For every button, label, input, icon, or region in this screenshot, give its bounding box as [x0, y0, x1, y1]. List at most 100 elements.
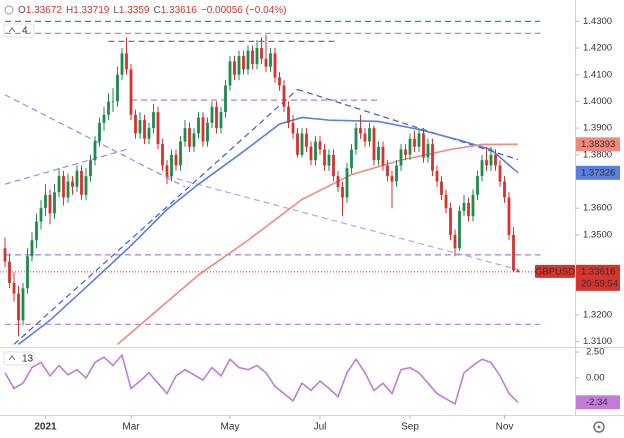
candle-body — [75, 170, 79, 187]
trend-line — [297, 88, 519, 161]
settings-icon[interactable] — [593, 421, 605, 433]
candle-body — [273, 53, 277, 78]
candle-body — [125, 53, 128, 70]
oscillator-label: 13 — [22, 354, 34, 365]
candle-body — [345, 168, 349, 198]
candle-body — [201, 117, 205, 142]
candle-body — [516, 270, 520, 272]
candle-body — [453, 234, 457, 249]
candle-body — [12, 282, 16, 294]
candle-body — [120, 53, 124, 75]
candle-body — [323, 149, 326, 166]
candle-body — [179, 141, 182, 166]
candle-body — [278, 77, 281, 86]
candle-body — [156, 112, 160, 145]
candle-body — [296, 133, 299, 155]
candle-body — [102, 114, 106, 123]
candle-body — [260, 48, 263, 59]
candle-body — [71, 181, 74, 187]
candle-body — [386, 165, 389, 177]
collapse-icon[interactable] — [8, 355, 16, 361]
y-tick-label: 1.4000 — [583, 96, 612, 107]
y-tick-label: 1.3100 — [583, 336, 612, 347]
candle-body — [426, 144, 430, 158]
candle-body — [372, 128, 376, 161]
change-value: −0.00056 (−0.04%) — [201, 5, 287, 16]
candle-body — [237, 56, 241, 75]
ohlc-value: 1.33616 — [161, 5, 198, 16]
y-tick-label: 1.4300 — [583, 16, 612, 27]
pane-legend-box[interactable] — [3, 23, 35, 38]
candle-body — [264, 58, 268, 67]
ohlc-key: O — [18, 5, 26, 16]
candle-body — [462, 202, 466, 211]
ohlc-value: 1.3359 — [119, 5, 150, 16]
candle-body — [471, 194, 475, 217]
trend-line — [166, 175, 519, 271]
candle-body — [359, 128, 362, 134]
axis-value-box — [576, 137, 620, 152]
candle-body — [251, 50, 254, 65]
candle-body — [269, 53, 272, 67]
candle-body — [129, 69, 133, 115]
candle-body — [197, 117, 200, 134]
oscillator-line — [4, 353, 519, 406]
candle-body — [206, 122, 209, 142]
candle-body — [390, 176, 394, 182]
symbol-icon[interactable] — [4, 5, 14, 15]
last-price-label: 1.33616 — [581, 266, 615, 277]
candle-body — [480, 160, 484, 177]
candle-body — [224, 85, 227, 113]
x-tick-label: Sep — [401, 422, 419, 433]
x-tick-label: May — [221, 422, 240, 433]
x-tick-label: Mar — [122, 422, 140, 433]
candle-body — [404, 149, 407, 155]
oscillator-legend-box[interactable] — [3, 351, 35, 366]
candle-body — [377, 146, 380, 161]
ohlc-value: 1.33719 — [73, 5, 110, 16]
candle-body — [399, 149, 403, 166]
candle-body — [161, 144, 164, 166]
candle-body — [219, 112, 223, 129]
candle-body — [233, 61, 236, 75]
candle-body — [215, 106, 218, 129]
candle-body — [147, 128, 151, 139]
candle-body — [66, 181, 70, 198]
candle-body — [318, 141, 322, 150]
candle-body — [170, 154, 173, 177]
candle-body — [305, 133, 308, 147]
x-tick-label: Nov — [496, 422, 514, 433]
pane-label: 4 — [22, 26, 28, 37]
ohlc-key: C — [153, 5, 160, 16]
candle-body — [174, 154, 178, 166]
candle-body — [44, 194, 47, 209]
candle-body — [228, 61, 232, 86]
moving-average — [116, 143, 519, 345]
candle-body — [138, 120, 142, 134]
candle-body — [39, 208, 43, 222]
candle-body — [183, 128, 187, 142]
collapse-icon[interactable] — [8, 27, 16, 33]
trend-line — [13, 88, 298, 345]
axis-value-label: 1.38393 — [581, 139, 615, 150]
candle-body — [165, 165, 169, 177]
candle-body — [143, 120, 146, 139]
y-tick-label: 1.4100 — [583, 69, 612, 80]
y-tick-label: 1.3800 — [583, 149, 612, 160]
symbol-label: GBPUSD — [535, 266, 575, 277]
candle-body — [489, 154, 493, 166]
settings-gear[interactable] — [593, 421, 605, 433]
candle-body — [48, 194, 52, 214]
ohlc-header: O1.33672 H1.33719 L1.3359 C1.33616 −0.00056 … — [18, 5, 287, 16]
candle-body — [440, 181, 443, 195]
last-price-box — [576, 264, 620, 291]
y-tick-label: 1.3500 — [583, 229, 612, 240]
candle-body — [62, 176, 65, 198]
candle-body — [350, 149, 353, 169]
candle-body — [413, 138, 416, 147]
candle-body — [512, 234, 515, 271]
settings-gear-center[interactable] — [597, 425, 601, 429]
candle-body — [246, 50, 250, 70]
